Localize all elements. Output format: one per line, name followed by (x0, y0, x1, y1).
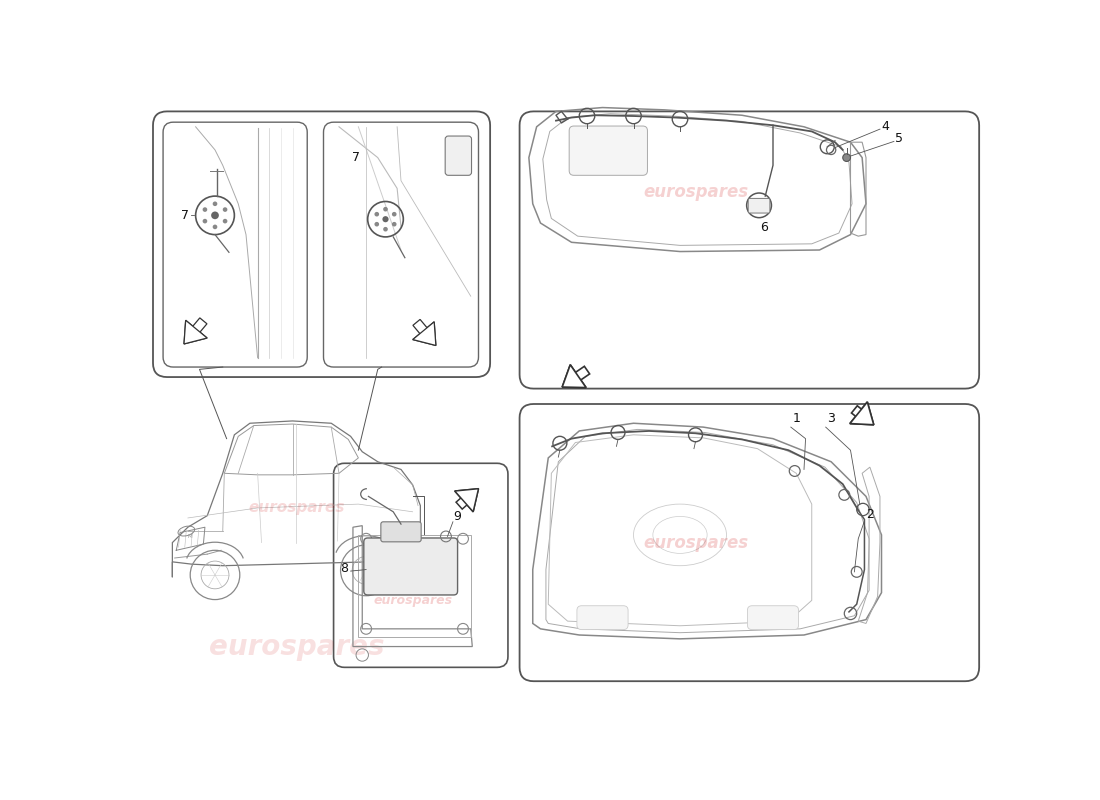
Circle shape (212, 225, 218, 230)
Circle shape (383, 227, 388, 231)
Text: eurospares: eurospares (249, 501, 344, 515)
Circle shape (202, 207, 207, 212)
FancyBboxPatch shape (153, 111, 491, 377)
FancyBboxPatch shape (333, 463, 508, 667)
Polygon shape (184, 320, 207, 344)
FancyBboxPatch shape (446, 136, 472, 175)
Polygon shape (850, 402, 873, 425)
Polygon shape (184, 318, 207, 344)
Circle shape (392, 212, 397, 217)
Circle shape (383, 207, 388, 211)
Polygon shape (454, 489, 478, 512)
Circle shape (374, 222, 379, 226)
FancyBboxPatch shape (576, 606, 628, 630)
Polygon shape (412, 322, 436, 346)
FancyBboxPatch shape (381, 522, 421, 542)
FancyBboxPatch shape (569, 126, 648, 175)
Text: eurospares: eurospares (642, 183, 748, 202)
Text: M: M (188, 534, 192, 539)
Text: 7: 7 (352, 151, 360, 164)
Text: 2: 2 (866, 508, 873, 521)
Circle shape (383, 216, 388, 222)
FancyBboxPatch shape (519, 404, 979, 682)
Text: eurospares: eurospares (209, 633, 384, 661)
FancyBboxPatch shape (519, 111, 979, 389)
FancyBboxPatch shape (163, 122, 307, 367)
Circle shape (211, 211, 219, 219)
Text: 3: 3 (827, 412, 835, 425)
FancyBboxPatch shape (364, 538, 458, 595)
FancyBboxPatch shape (747, 606, 799, 630)
Polygon shape (562, 365, 590, 387)
Text: 8: 8 (340, 562, 349, 575)
Circle shape (202, 219, 207, 223)
Circle shape (222, 207, 228, 212)
Polygon shape (562, 365, 586, 387)
Text: 6: 6 (760, 221, 768, 234)
Circle shape (222, 219, 228, 223)
Text: 4: 4 (881, 120, 890, 133)
Text: 5: 5 (895, 132, 903, 146)
Circle shape (392, 222, 397, 226)
Polygon shape (850, 402, 873, 425)
FancyBboxPatch shape (748, 198, 770, 213)
Polygon shape (454, 489, 478, 512)
Circle shape (374, 212, 379, 217)
Text: 7: 7 (180, 209, 189, 222)
Polygon shape (412, 319, 436, 346)
Circle shape (843, 154, 850, 162)
Text: eurospares: eurospares (373, 594, 452, 607)
Circle shape (212, 202, 218, 206)
Text: 9: 9 (453, 510, 462, 522)
Text: eurospares: eurospares (642, 534, 748, 552)
Text: 1: 1 (792, 412, 801, 425)
FancyBboxPatch shape (323, 122, 478, 367)
